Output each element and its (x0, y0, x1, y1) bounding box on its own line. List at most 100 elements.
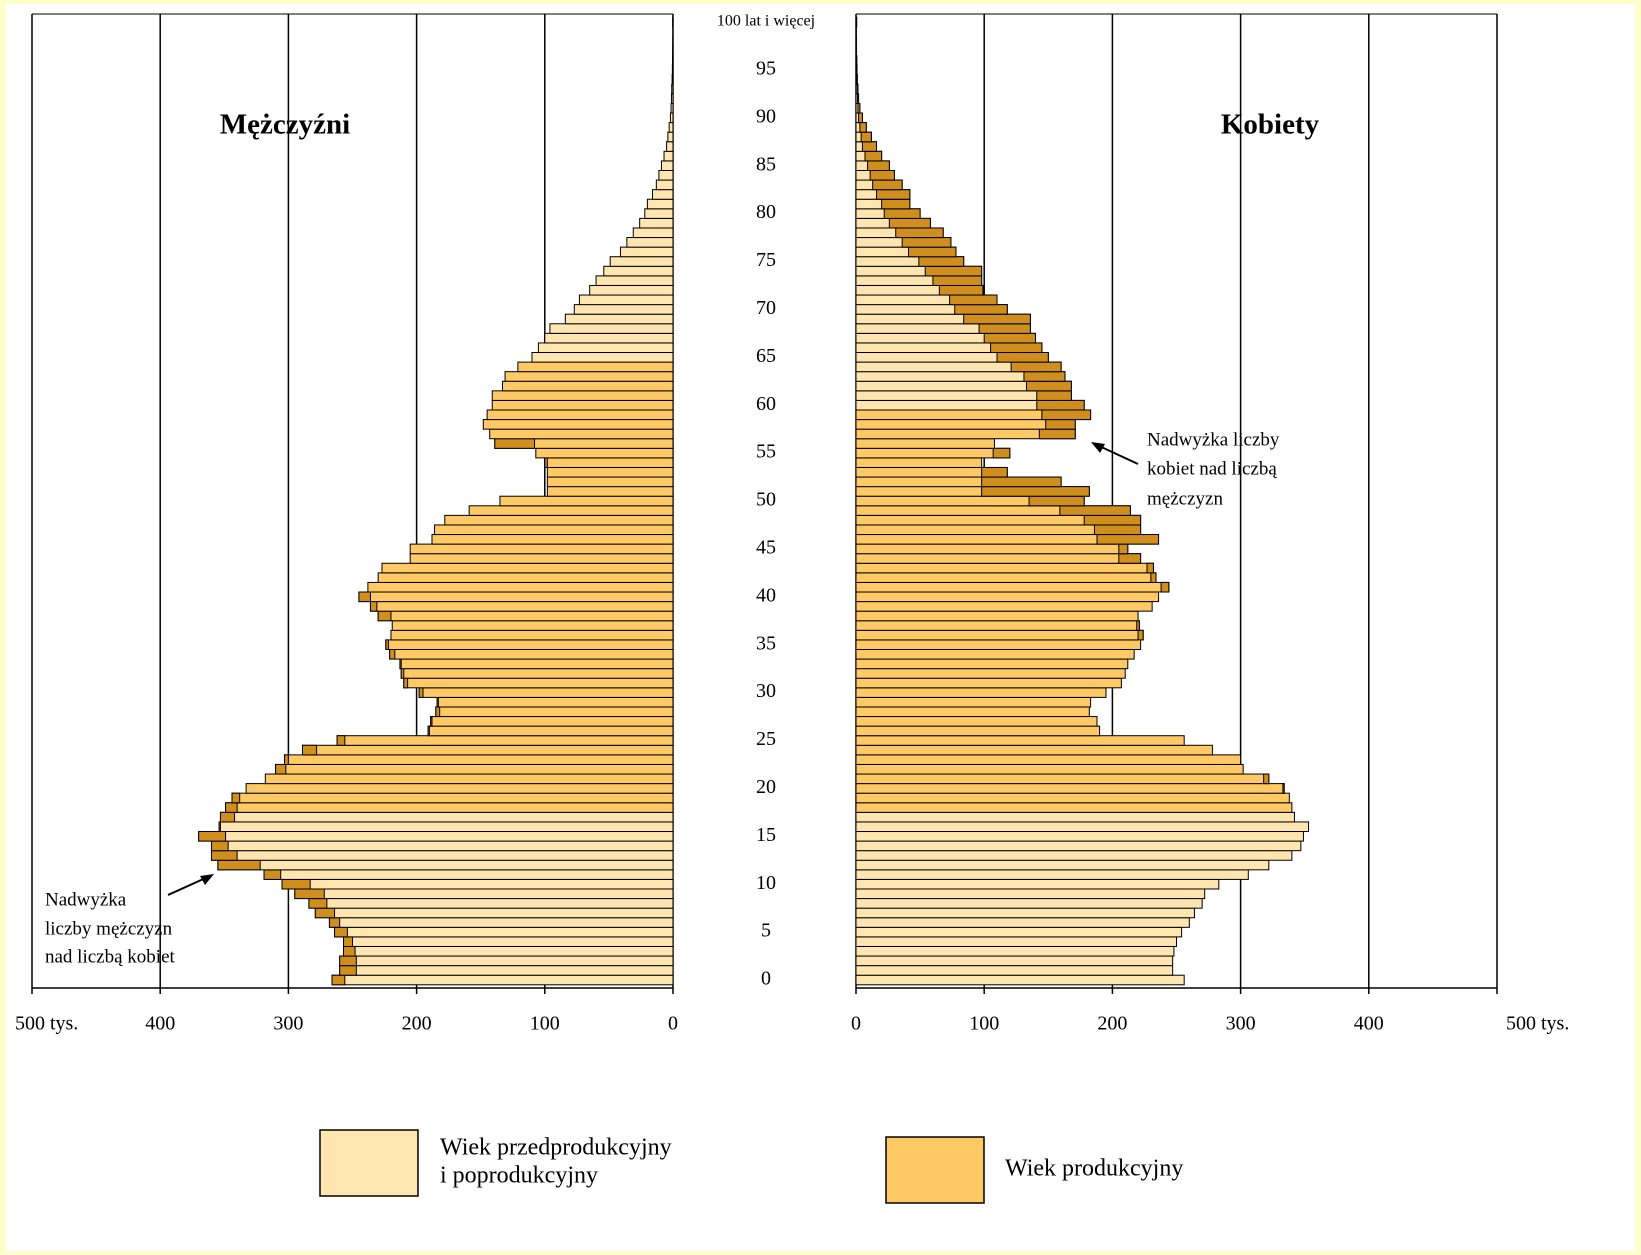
excess-segment (400, 668, 405, 679)
bar (264, 773, 674, 785)
excess-segment (263, 869, 282, 880)
excess-segment (308, 898, 328, 909)
excess-segment (1038, 428, 1076, 440)
x-tick-label: 100 (530, 1013, 560, 1035)
excess-segment (334, 926, 348, 938)
bar (855, 811, 1295, 823)
bar (549, 323, 674, 334)
bar (284, 754, 674, 765)
bar (855, 447, 1011, 459)
bar (658, 169, 674, 181)
excess-segment (389, 648, 396, 660)
bar (644, 208, 674, 219)
bar (343, 945, 674, 957)
bar (855, 965, 1174, 976)
bar (855, 581, 1170, 593)
bar (855, 792, 1290, 804)
excess-segment (1059, 505, 1131, 516)
excess-segment (336, 735, 346, 746)
bar (219, 811, 674, 823)
y-tick-label: 80 (756, 201, 776, 223)
excess-segment (418, 687, 424, 698)
bar (430, 716, 674, 727)
bar (198, 831, 674, 842)
y-tick-label: 75 (756, 249, 776, 271)
bar (377, 572, 674, 583)
excess-segment (981, 466, 1008, 478)
excess-segment (210, 850, 238, 861)
excess-segment (1023, 371, 1066, 382)
excess-segment (275, 763, 287, 775)
y-tick-label: 60 (756, 393, 776, 415)
excess-segment (908, 246, 957, 258)
excess-segment (231, 792, 241, 804)
bar (482, 419, 674, 430)
annotation: kobiet nad liczbą (1147, 458, 1277, 479)
bar (670, 93, 674, 104)
excess-segment (1150, 572, 1157, 583)
bar (489, 428, 674, 440)
y-tick-label: 95 (756, 57, 776, 79)
bar (855, 457, 983, 468)
excess-segment (358, 591, 371, 603)
excess-segment (1282, 783, 1285, 794)
excess-segment (1028, 495, 1085, 507)
excess-segment (343, 936, 354, 947)
excess-segment (1263, 773, 1270, 785)
x-tick-label: 500 tys. (1506, 1013, 1569, 1035)
bars (198, 16, 1310, 986)
bar (217, 859, 674, 871)
excess-segment (881, 198, 911, 210)
excess-segment (1146, 562, 1154, 574)
excess-segment (876, 189, 911, 200)
bar (343, 936, 674, 947)
excess-segment (377, 610, 392, 622)
excess-segment (1036, 399, 1085, 411)
bar (855, 783, 1285, 794)
bar (210, 850, 674, 861)
excess-segment (494, 438, 536, 449)
excess-segment (217, 859, 261, 871)
bar (670, 102, 674, 114)
annotation: nad liczbą kobiet (45, 946, 176, 967)
excess-segment (932, 275, 983, 286)
excess-segment (430, 716, 433, 727)
excess-segment (949, 294, 998, 306)
bar (546, 476, 674, 488)
y-tick-label: 85 (756, 153, 776, 175)
excess-segment (872, 179, 903, 191)
excess-segment (1045, 419, 1076, 430)
annotation: Nadwyżka (45, 889, 127, 910)
excess-segment (864, 150, 883, 162)
bar (367, 581, 674, 593)
bar (369, 601, 674, 612)
annotation-arrowhead (200, 874, 214, 885)
bar (855, 591, 1160, 603)
excess-segment (888, 217, 931, 229)
excess-segment (1160, 581, 1170, 593)
bar (855, 562, 1154, 574)
excess-segment (867, 160, 890, 171)
bar (418, 687, 674, 698)
bar (336, 735, 674, 746)
y-tick-label: 15 (756, 824, 776, 846)
bar (225, 802, 674, 813)
y-tick-label: 5 (761, 920, 771, 942)
excess-segment (436, 696, 439, 708)
axes: 500 tys. 400 300 200 100 0 0 100 200 300 400 500 ty… (15, 13, 1569, 1035)
bar (427, 725, 674, 737)
excess-segment (369, 601, 378, 612)
bar (308, 898, 674, 909)
bar (671, 74, 674, 85)
x-tick-label: 300 (273, 1013, 303, 1035)
x-tick-label: 100 (969, 1013, 999, 1035)
excess-segment (544, 457, 548, 468)
excess-segment (1093, 524, 1142, 536)
bar (666, 141, 674, 152)
bar (855, 648, 1135, 660)
bar (855, 869, 1249, 880)
bar (619, 246, 674, 258)
x-tick-label: 0 (668, 1013, 678, 1035)
annotation-arrow (1096, 444, 1139, 465)
